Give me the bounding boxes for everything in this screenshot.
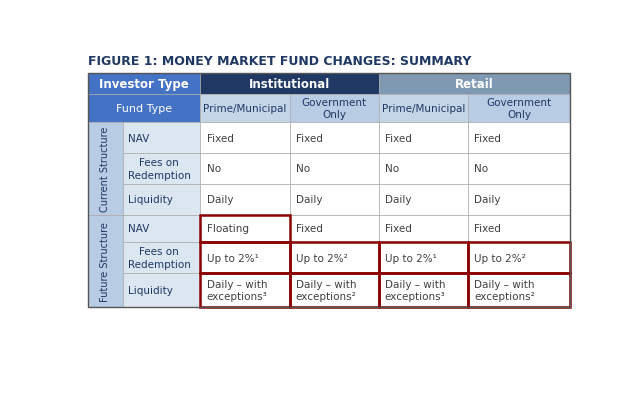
Bar [290,123,379,153]
Bar [200,74,379,95]
Text: Fixed: Fixed [296,224,322,234]
Bar [379,74,570,95]
Bar [200,273,290,307]
Text: No: No [385,164,399,174]
Bar [123,273,200,307]
Bar [290,273,379,307]
Bar [123,215,200,243]
Text: Up to 2%¹: Up to 2%¹ [207,253,259,263]
Bar [88,215,123,307]
Bar [200,243,290,273]
Bar [379,243,468,273]
Bar [123,123,200,153]
Bar [290,95,379,123]
Text: Institutional: Institutional [249,78,330,91]
Text: FIGURE 1: MONEY MARKET FUND CHANGES: SUMMARY: FIGURE 1: MONEY MARKET FUND CHANGES: SUM… [88,54,471,67]
Bar [379,215,468,243]
Bar [468,273,570,307]
Text: Floating: Floating [207,224,248,234]
Text: Government
Only: Government Only [302,98,367,120]
Bar [290,243,379,273]
Bar [468,123,570,153]
Bar [379,95,468,123]
Bar [379,273,468,307]
Text: Up to 2%²: Up to 2%² [474,253,526,263]
Bar [379,184,468,215]
Bar [379,153,468,184]
Bar [468,273,570,307]
Bar [200,243,290,273]
Bar [200,95,290,123]
Text: Fees on
Redemption: Fees on Redemption [128,247,191,269]
Text: Fixed: Fixed [474,133,501,143]
Text: Fixed: Fixed [474,224,501,234]
Bar [379,273,468,307]
Bar [123,153,200,184]
Text: Daily – with
exceptions³: Daily – with exceptions³ [207,279,267,301]
Bar [200,215,290,243]
Text: Fixed: Fixed [385,224,412,234]
Bar [200,123,290,153]
Text: Prime/Municipal: Prime/Municipal [204,104,286,114]
Bar [290,243,379,273]
Text: Daily – with
exceptions²: Daily – with exceptions² [474,279,535,301]
Text: Fund Type: Fund Type [116,104,172,114]
Bar [468,243,570,273]
Bar [200,273,290,307]
Text: Fixed: Fixed [207,133,234,143]
Bar [200,215,290,243]
Bar [468,153,570,184]
Bar [290,215,379,243]
Bar [123,243,200,273]
Bar [290,184,379,215]
Text: Fees on
Redemption: Fees on Redemption [128,158,191,180]
Bar [88,74,570,307]
Bar [200,184,290,215]
Text: No: No [474,164,488,174]
Bar [123,184,200,215]
Bar [468,184,570,215]
Text: No: No [296,164,310,174]
Text: NAV: NAV [128,224,149,234]
Text: No: No [207,164,221,174]
Text: Daily: Daily [296,195,322,204]
Text: Fixed: Fixed [296,133,322,143]
Text: Daily – with
exceptions²: Daily – with exceptions² [296,279,356,301]
Bar [88,95,200,123]
Text: Up to 2%¹: Up to 2%¹ [385,253,437,263]
Text: Government
Only: Government Only [487,98,551,120]
Bar [200,153,290,184]
Bar [290,273,379,307]
Text: Liquidity: Liquidity [128,285,173,295]
Bar [88,123,123,215]
Bar [379,123,468,153]
Bar [379,243,468,273]
Bar [468,215,570,243]
Text: Up to 2%²: Up to 2%² [296,253,347,263]
Text: Daily: Daily [385,195,412,204]
Text: Current Structure: Current Structure [100,126,110,211]
Bar [290,153,379,184]
Text: Daily: Daily [474,195,501,204]
Bar [468,243,570,273]
Text: Daily – with
exceptions³: Daily – with exceptions³ [385,279,446,301]
Bar [88,74,200,95]
Text: Liquidity: Liquidity [128,195,173,204]
Text: Future Structure: Future Structure [100,221,110,301]
Text: Investor Type: Investor Type [100,78,189,91]
Text: Daily: Daily [207,195,233,204]
Text: Fixed: Fixed [385,133,412,143]
Text: Retail: Retail [455,78,494,91]
Text: Prime/Municipal: Prime/Municipal [381,104,465,114]
Text: NAV: NAV [128,133,149,143]
Bar [468,95,570,123]
